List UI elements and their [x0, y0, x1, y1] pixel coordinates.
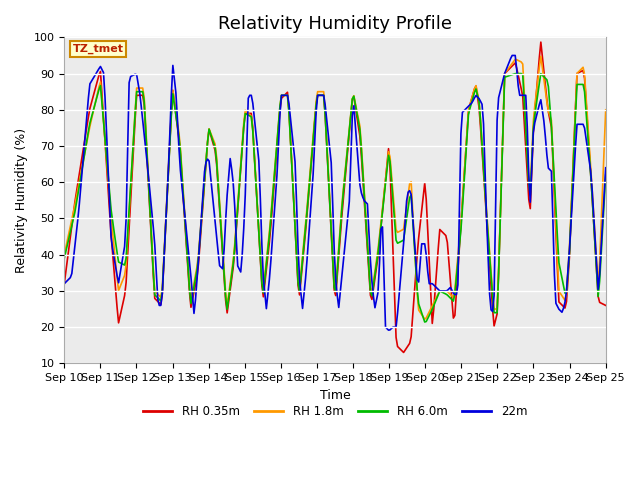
RH 1.8m [602, 107, 609, 113]
RH 1.8m [60, 252, 68, 258]
RH 6.0m [513, 71, 520, 76]
22m [297, 292, 305, 298]
RH 0.35m [60, 281, 68, 287]
RH 6.0m [575, 82, 582, 87]
22m [508, 53, 516, 59]
22m [385, 327, 392, 333]
RH 0.35m [537, 39, 545, 45]
Line: 22m: 22m [64, 56, 605, 330]
RH 6.0m [421, 319, 429, 325]
Legend: RH 0.35m, RH 1.8m, RH 6.0m, 22m: RH 0.35m, RH 1.8m, RH 6.0m, 22m [138, 400, 532, 423]
RH 1.8m [249, 128, 257, 133]
RH 1.8m [537, 53, 545, 59]
22m [240, 226, 248, 231]
RH 0.35m [575, 70, 582, 75]
RH 1.8m [127, 185, 134, 191]
22m [249, 100, 257, 106]
RH 0.35m [297, 276, 305, 282]
22m [222, 217, 230, 223]
RH 0.35m [249, 125, 257, 131]
22m [575, 121, 582, 127]
RH 1.8m [222, 290, 230, 296]
RH 1.8m [575, 69, 582, 75]
Line: RH 0.35m: RH 0.35m [64, 42, 605, 352]
RH 6.0m [240, 124, 248, 130]
RH 0.35m [127, 198, 134, 204]
Line: RH 1.8m: RH 1.8m [64, 56, 605, 319]
RH 6.0m [127, 182, 134, 188]
22m [127, 73, 134, 79]
RH 1.8m [421, 316, 429, 322]
RH 6.0m [249, 128, 257, 134]
RH 0.35m [400, 349, 408, 355]
RH 6.0m [60, 255, 68, 261]
Title: Relativity Humidity Profile: Relativity Humidity Profile [218, 15, 452, 33]
RH 1.8m [240, 120, 248, 126]
22m [60, 281, 68, 287]
X-axis label: Time: Time [319, 389, 350, 402]
RH 0.35m [602, 302, 609, 308]
RH 1.8m [297, 269, 305, 275]
RH 6.0m [222, 294, 230, 300]
RH 6.0m [602, 172, 609, 178]
Y-axis label: Relativity Humidity (%): Relativity Humidity (%) [15, 128, 28, 273]
RH 0.35m [240, 124, 248, 130]
Text: TZ_tmet: TZ_tmet [72, 44, 124, 54]
22m [602, 165, 609, 170]
RH 6.0m [297, 273, 305, 278]
Line: RH 6.0m: RH 6.0m [64, 73, 605, 322]
RH 0.35m [222, 298, 230, 303]
